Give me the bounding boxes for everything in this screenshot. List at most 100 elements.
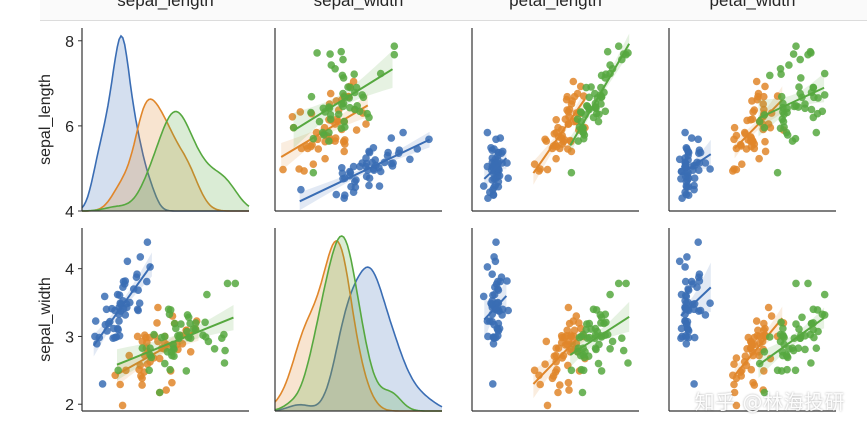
point-virginica <box>618 334 626 343</box>
point-setosa <box>675 155 684 164</box>
point-versicolor <box>541 135 549 144</box>
regression-line-setosa <box>680 153 712 175</box>
point-virginica <box>792 279 800 288</box>
point-setosa <box>694 135 702 144</box>
point-virginica <box>307 92 316 101</box>
point-virginica <box>220 359 229 367</box>
point-setosa <box>695 166 703 174</box>
point-setosa <box>701 159 710 167</box>
regression-line-setosa <box>92 263 153 347</box>
point-virginica <box>624 359 632 367</box>
panel-sepal_width-vs-petal_length <box>471 228 639 412</box>
header-strip <box>40 0 867 21</box>
point-virginica <box>785 61 793 69</box>
point-versicolor <box>341 136 349 144</box>
point-setosa <box>696 306 705 315</box>
point-virginica <box>807 359 815 367</box>
point-versicolor <box>565 386 573 394</box>
panel-sepal_width-vs-petal_width <box>668 228 836 412</box>
point-versicolor <box>732 144 741 153</box>
point-virginica <box>760 348 769 356</box>
point-virginica <box>346 83 355 92</box>
point-setosa <box>504 174 512 182</box>
point-versicolor <box>552 116 560 124</box>
point-versicolor <box>321 154 329 163</box>
y-tick-label: 8 <box>65 34 74 51</box>
point-versicolor <box>569 77 578 86</box>
point-setosa <box>496 134 505 142</box>
point-virginica <box>600 319 608 328</box>
point-versicolor <box>755 154 763 163</box>
regression-line-setosa <box>680 286 712 317</box>
point-versicolor <box>125 351 133 360</box>
point-virginica <box>350 70 359 78</box>
point-virginica <box>606 61 614 69</box>
point-virginica <box>782 128 791 137</box>
point-setosa <box>693 283 701 292</box>
panel-sepal_width-vs-sepal_width <box>274 228 443 412</box>
point-versicolor <box>570 92 579 101</box>
point-versicolor <box>138 374 146 383</box>
kde-line-setosa <box>274 266 443 412</box>
kde-line-virginica <box>82 110 250 212</box>
point-setosa <box>349 162 358 171</box>
point-virginica <box>201 318 209 327</box>
point-setosa <box>695 270 704 279</box>
point-versicolor <box>732 354 741 362</box>
point-setosa <box>406 155 414 164</box>
point-virginica <box>810 93 818 102</box>
point-setosa <box>143 277 151 286</box>
point-setosa <box>504 306 512 315</box>
point-setosa <box>362 159 371 168</box>
point-virginica <box>596 311 605 319</box>
column-title-petal_width: petal_width <box>709 0 795 10</box>
point-virginica <box>309 134 318 143</box>
point-setosa <box>706 165 714 173</box>
point-versicolor <box>352 126 361 134</box>
point-versicolor <box>760 92 768 101</box>
point-versicolor <box>541 360 549 369</box>
point-setosa <box>492 238 500 246</box>
point-virginica <box>760 388 769 397</box>
point-versicolor <box>562 95 571 104</box>
panel-sepal_length-vs-petal_width <box>668 28 836 212</box>
point-virginica <box>809 113 818 122</box>
point-virginica <box>334 110 343 119</box>
regression-line-versicolor <box>532 98 586 174</box>
kde-fill-virginica <box>82 111 249 211</box>
point-virginica <box>593 327 602 336</box>
point-versicolor <box>570 326 579 335</box>
point-virginica <box>783 365 791 374</box>
point-versicolor <box>548 374 557 383</box>
point-virginica <box>820 91 829 99</box>
point-virginica <box>594 359 603 368</box>
point-setosa <box>494 277 502 286</box>
point-setosa <box>682 178 691 186</box>
point-setosa <box>93 340 101 348</box>
y-tick-label: 6 <box>65 119 74 136</box>
point-setosa <box>135 299 144 308</box>
point-virginica <box>325 128 333 137</box>
point-virginica <box>589 113 598 122</box>
point-virginica <box>114 366 122 375</box>
point-versicolor <box>753 95 762 104</box>
point-virginica <box>138 344 147 353</box>
point-versicolor <box>530 366 539 375</box>
point-virginica <box>779 324 787 333</box>
point-setosa <box>696 148 705 157</box>
point-virginica <box>807 105 816 114</box>
point-virginica <box>567 168 576 177</box>
point-virginica <box>166 365 174 374</box>
point-virginica <box>390 42 399 50</box>
point-setosa <box>490 320 498 329</box>
point-setosa <box>487 300 496 309</box>
point-virginica <box>606 290 614 299</box>
point-versicolor <box>296 108 305 116</box>
point-versicolor <box>340 147 349 156</box>
point-versicolor <box>552 154 560 163</box>
point-versicolor <box>118 401 127 410</box>
panel-sepal_width-vs-sepal_length <box>81 228 249 412</box>
point-versicolor <box>542 337 551 346</box>
point-versicolor <box>741 352 750 361</box>
point-virginica <box>346 103 354 112</box>
